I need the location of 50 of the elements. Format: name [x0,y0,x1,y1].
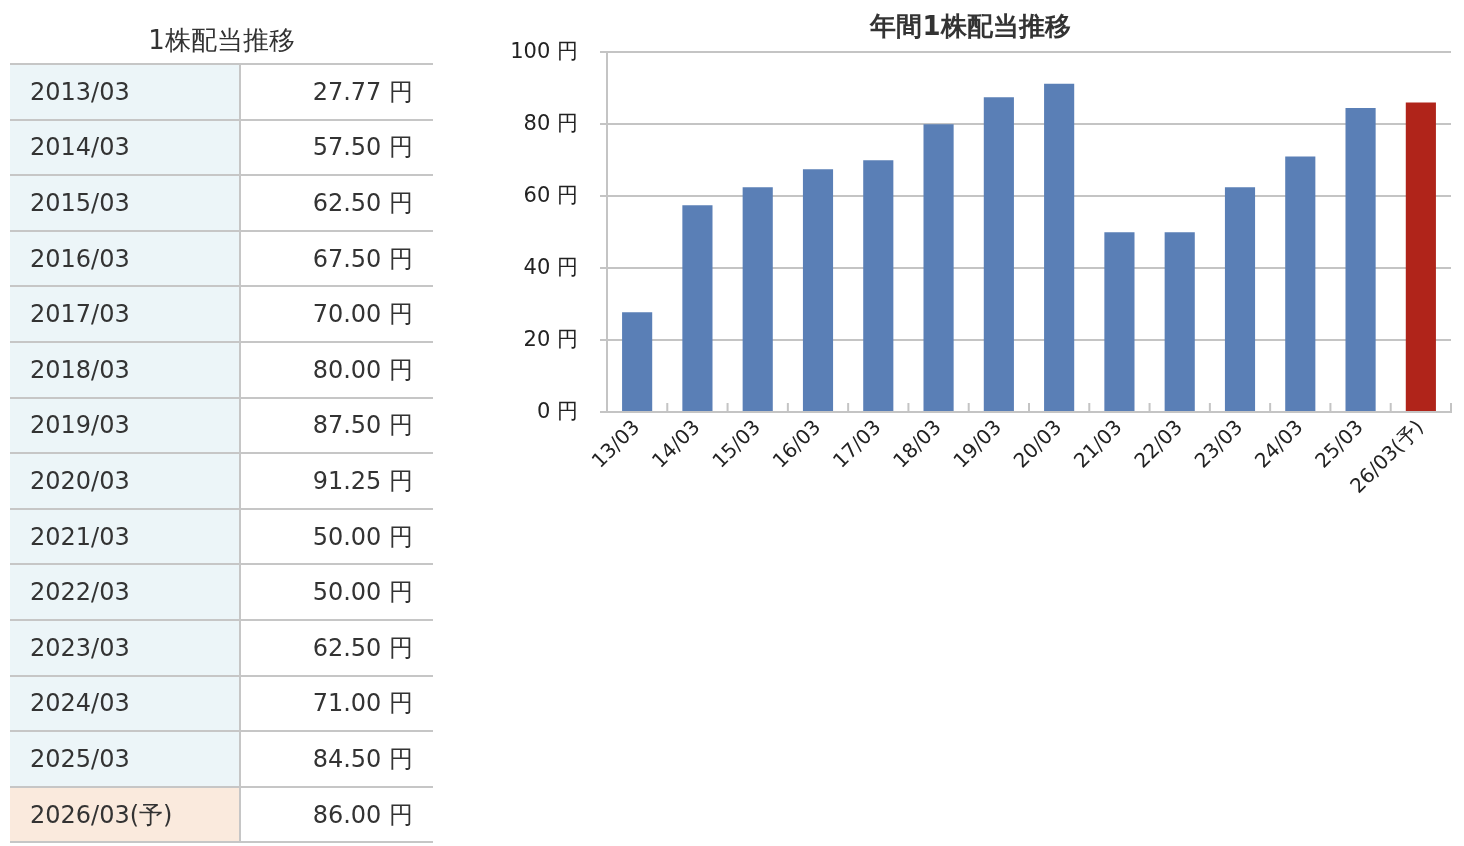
category-label: 2019/03 [30,411,130,440]
category-label: 2015/03 [30,188,130,217]
data-label: 80.00 円 [312,354,413,386]
category-label: 2013/03 [30,77,130,106]
category-label: 2017/03 [30,300,130,329]
data-label: 71.00 円 [312,688,413,720]
data-label: 86.00 円 [312,799,413,831]
y-tick-label: 20 円 [523,326,578,351]
category-label: 2024/03 [30,689,130,718]
category-label: 2025/03 [30,744,130,773]
data-label: 62.50 円 [312,188,413,219]
bar [863,160,894,412]
bar [1285,156,1316,412]
data-label: 91.25 円 [312,465,413,497]
category-label: 2016/03 [30,244,130,273]
bar [622,312,653,412]
data-label: 57.50 円 [312,132,413,164]
data-label: 50.00 円 [312,577,413,609]
y-tick-label: 0 円 [536,398,578,423]
bar [742,187,773,412]
data-label: 84.50 円 [312,743,413,775]
bar [682,205,713,412]
data-label: 67.50 円 [312,243,413,275]
bar [983,97,1014,412]
data-label: 62.50 円 [312,632,413,664]
y-tick-label: 60 円 [523,182,578,207]
category-label: 2026/03(予) [30,799,173,831]
category-label: 2021/03 [30,522,130,551]
category-label: 2018/03 [30,355,130,384]
bar [923,124,954,412]
category-label: 2023/03 [30,633,130,662]
category-label: 2014/03 [30,133,130,162]
y-tick-label: 80 円 [523,110,578,135]
y-tick-label: 100 円 [510,38,578,63]
bar [802,169,834,412]
bar [1164,232,1195,412]
bar [1104,232,1135,412]
data-label: 87.50 円 [312,410,413,442]
bar [1405,102,1436,412]
bar [1044,83,1075,412]
text: 1株配当推移 [147,24,296,57]
category-label: 2020/03 [30,466,130,495]
data-label: 70.00 円 [312,299,413,331]
chart-title: 年間1株配当推移 [869,11,1071,42]
data-label: 27.77 円 [312,76,413,108]
data-label: 50.00 円 [312,521,413,553]
bar [1224,187,1256,412]
y-tick-label: 40 円 [523,254,578,279]
category-label: 2022/03 [30,578,130,607]
bar [1345,107,1376,412]
